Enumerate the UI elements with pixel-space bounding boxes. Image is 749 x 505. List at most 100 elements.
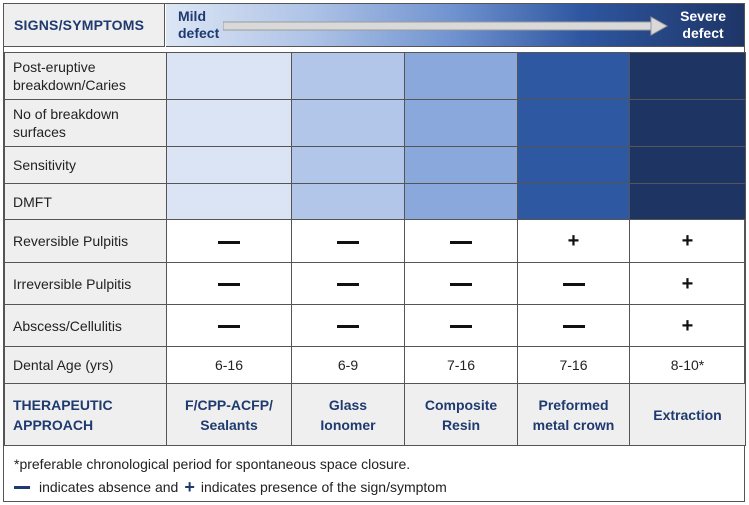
- absent-dash-icon: [450, 240, 472, 244]
- severity-cell: [291, 52, 405, 100]
- row-label-line-2: breakdown/Caries: [13, 77, 126, 93]
- absent-dash-icon: [450, 283, 472, 287]
- table-row-abscess-cellulitis: Abscess/Cellulitis +: [4, 304, 746, 347]
- approach-line-1: Extraction: [653, 406, 722, 423]
- absent-dash-icon: [218, 240, 240, 244]
- row-label-post-eruptive: Post-eruptive breakdown/Caries: [4, 52, 167, 100]
- mild-defect-label: Mild defect: [178, 8, 219, 42]
- present-plus-icon: +: [681, 314, 694, 337]
- row-label-reversible-pulpitis: Reversible Pulpitis: [4, 219, 167, 263]
- sign-cell: +: [629, 304, 746, 347]
- approach-line-1: Preformed: [538, 396, 609, 413]
- table-row-post-eruptive: Post-eruptive breakdown/Caries: [4, 52, 746, 100]
- signs-symptoms-header: SIGNS/SYMPTOMS: [4, 4, 165, 47]
- severe-line-2: defect: [682, 25, 724, 41]
- dental-age-value: 8-10*: [629, 346, 746, 384]
- row-label-abscess-cellulitis: Abscess/Cellulitis: [4, 304, 167, 347]
- sign-cell: [166, 304, 292, 347]
- sign-cell: [291, 219, 405, 263]
- mild-line-1: Mild: [178, 8, 206, 24]
- approach-cell: Extraction: [629, 383, 746, 446]
- present-plus-icon: +: [681, 272, 694, 295]
- row-label-line-1: No of breakdown: [13, 106, 119, 122]
- sign-cell: [404, 219, 518, 263]
- severity-cell: [166, 146, 292, 184]
- severity-cell: [517, 99, 630, 147]
- approach-line-2: metal crown: [532, 416, 615, 433]
- table-row-dmft: DMFT: [4, 183, 746, 220]
- absent-dash-icon: [218, 283, 240, 287]
- approach-cell: F/CPP-ACFP/ Sealants: [166, 383, 292, 446]
- severity-arrow-icon: [223, 16, 669, 36]
- severity-cell: [629, 99, 746, 147]
- severity-cell: [629, 52, 746, 100]
- approach-line-2: Resin: [441, 416, 481, 433]
- sign-cell: +: [629, 262, 746, 305]
- table-row-therapeutic-approach: THERAPEUTIC APPROACH F/CPP-ACFP/ Sealant…: [4, 383, 746, 446]
- severity-cell: [291, 183, 405, 220]
- approach-line-1: Glass: [328, 396, 368, 413]
- presence-plus-icon: +: [184, 477, 195, 497]
- row-label-dmft: DMFT: [4, 183, 167, 220]
- signs-symptoms-label: SIGNS/SYMPTOMS: [14, 17, 145, 33]
- absent-dash-icon: [337, 240, 359, 244]
- severity-cell: [291, 99, 405, 147]
- severity-cell: [629, 183, 746, 220]
- sign-cell: [517, 262, 630, 305]
- therapeutic-label-line-1: THERAPEUTIC: [13, 396, 113, 413]
- absent-dash-icon: [337, 325, 359, 329]
- severity-cell: [166, 52, 292, 100]
- severity-cell: [517, 52, 630, 100]
- row-label-sensitivity: Sensitivity: [4, 146, 167, 184]
- severity-cell: [517, 146, 630, 184]
- sign-cell: [291, 262, 405, 305]
- absent-dash-icon: [562, 325, 585, 329]
- legend-presence-text: indicates presence of the sign/symptom: [200, 479, 447, 495]
- approach-line-2: Sealants: [200, 416, 258, 433]
- sign-cell: [404, 304, 518, 347]
- table-row-sensitivity: Sensitivity: [4, 146, 746, 184]
- therapeutic-approach-label: THERAPEUTIC APPROACH: [4, 383, 167, 446]
- table-row-breakdown-surfaces: No of breakdown surfaces: [4, 99, 746, 147]
- sign-cell: [166, 262, 292, 305]
- sign-cell: [291, 304, 405, 347]
- severity-cell: [166, 99, 292, 147]
- row-label-line-1: DMFT: [13, 193, 52, 210]
- footnote: *preferable chronological period for spo…: [14, 456, 411, 472]
- severity-cell: [291, 146, 405, 184]
- row-label-dental-age: Dental Age (yrs): [4, 346, 167, 384]
- severity-gradient-header: Mild defect Severe defect: [166, 4, 744, 47]
- table-row-dental-age: Dental Age (yrs) 6-16 6-9 7-16 7-16 8-10…: [4, 346, 746, 384]
- symbol-legend: indicates absence and + indicates presen…: [14, 477, 447, 497]
- dental-age-value: 6-9: [291, 346, 405, 384]
- approach-line-2: Ionomer: [320, 416, 376, 433]
- present-plus-icon: +: [681, 230, 694, 252]
- approach-cell: Glass Ionomer: [291, 383, 405, 446]
- severity-cell: [404, 183, 518, 220]
- approach-line-1: F/CPP-ACFP/: [185, 396, 273, 413]
- approach-cell: Composite Resin: [404, 383, 518, 446]
- severe-line-1: Severe: [680, 8, 726, 24]
- severity-cell: [166, 183, 292, 220]
- sign-cell: +: [517, 219, 630, 263]
- table-row-reversible-pulpitis: Reversible Pulpitis + +: [4, 219, 746, 263]
- row-label-breakdown-surfaces: No of breakdown surfaces: [4, 99, 167, 147]
- absence-dash-icon: [14, 485, 30, 489]
- sign-cell: [517, 304, 630, 347]
- absent-dash-icon: [562, 283, 585, 287]
- row-label-line-1: Sensitivity: [13, 157, 77, 173]
- approach-line-1: Composite: [424, 396, 498, 413]
- sign-cell: [166, 219, 292, 263]
- therapeutic-label-line-2: APPROACH: [13, 416, 94, 433]
- dental-age-value: 7-16: [404, 346, 518, 384]
- severity-cell: [629, 146, 746, 184]
- severity-cell: [404, 99, 518, 147]
- severity-cell: [404, 146, 518, 184]
- row-label-line-2: surfaces: [13, 124, 66, 140]
- legend-absence-text: indicates absence and: [39, 479, 179, 495]
- sign-cell: [404, 262, 518, 305]
- dental-age-value: 6-16: [166, 346, 292, 384]
- severity-cell: [517, 183, 630, 220]
- sign-cell: +: [629, 219, 746, 263]
- absent-dash-icon: [450, 325, 472, 329]
